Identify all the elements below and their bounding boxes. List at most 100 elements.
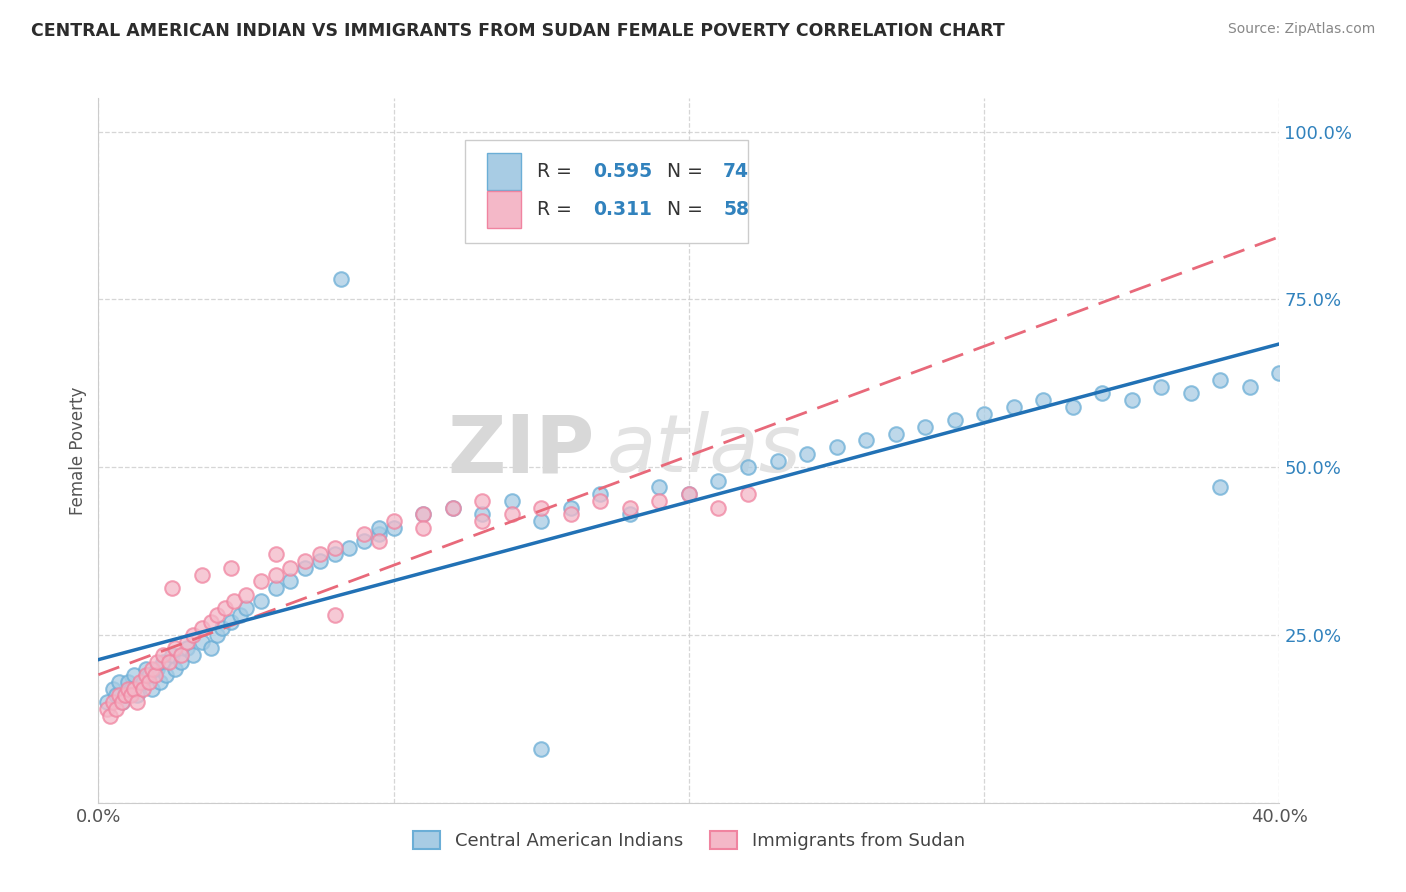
Point bbox=[135, 668, 157, 682]
Point bbox=[441, 500, 464, 515]
Point bbox=[1002, 400, 1025, 414]
Point bbox=[943, 413, 966, 427]
Point bbox=[105, 689, 128, 703]
Point bbox=[441, 500, 464, 515]
Text: atlas: atlas bbox=[606, 411, 801, 490]
Point bbox=[648, 480, 671, 494]
Point bbox=[128, 675, 150, 690]
Point bbox=[309, 548, 332, 562]
Point bbox=[1209, 373, 1232, 387]
Point bbox=[181, 648, 204, 662]
Point bbox=[117, 675, 139, 690]
Point bbox=[120, 681, 142, 696]
Point bbox=[170, 648, 193, 662]
Point bbox=[155, 668, 177, 682]
Point bbox=[368, 527, 391, 541]
Point bbox=[280, 574, 302, 589]
Text: 0.311: 0.311 bbox=[593, 200, 652, 219]
Point bbox=[191, 567, 214, 582]
Point bbox=[589, 493, 612, 508]
Text: N =: N = bbox=[666, 162, 709, 181]
Point bbox=[122, 681, 145, 696]
Point bbox=[132, 681, 155, 696]
Point bbox=[165, 662, 187, 676]
Point bbox=[471, 507, 494, 521]
Point bbox=[914, 420, 936, 434]
Point bbox=[96, 702, 118, 716]
Point bbox=[294, 554, 316, 568]
Point bbox=[1239, 380, 1261, 394]
Point bbox=[138, 675, 160, 690]
Point bbox=[471, 493, 494, 508]
Text: R =: R = bbox=[537, 200, 578, 219]
Point bbox=[329, 272, 352, 286]
Point bbox=[114, 689, 136, 703]
Point bbox=[165, 641, 187, 656]
Point bbox=[170, 655, 193, 669]
Point bbox=[152, 655, 174, 669]
Point bbox=[353, 527, 375, 541]
Point bbox=[884, 426, 907, 441]
Point bbox=[1150, 380, 1173, 394]
Point bbox=[141, 681, 163, 696]
Point bbox=[323, 548, 346, 562]
Point bbox=[103, 695, 125, 709]
Point bbox=[235, 601, 257, 615]
Point bbox=[280, 561, 302, 575]
Point bbox=[1180, 386, 1202, 401]
Text: ZIP: ZIP bbox=[447, 411, 595, 490]
Point bbox=[125, 695, 148, 709]
Text: 0.595: 0.595 bbox=[593, 162, 652, 181]
Point bbox=[205, 628, 228, 642]
Point bbox=[737, 460, 759, 475]
Point bbox=[98, 708, 121, 723]
Y-axis label: Female Poverty: Female Poverty bbox=[69, 386, 87, 515]
Point bbox=[146, 655, 169, 669]
Point bbox=[224, 594, 246, 608]
Point bbox=[678, 487, 700, 501]
Point bbox=[264, 548, 287, 562]
Point bbox=[1209, 480, 1232, 494]
Point bbox=[323, 541, 346, 555]
Text: N =: N = bbox=[666, 200, 709, 219]
Point bbox=[1032, 393, 1054, 408]
Point bbox=[200, 641, 222, 656]
Point bbox=[117, 681, 139, 696]
Point bbox=[152, 648, 174, 662]
Point bbox=[108, 675, 131, 690]
Point bbox=[229, 607, 252, 622]
Point bbox=[1062, 400, 1084, 414]
Point bbox=[235, 588, 257, 602]
Point bbox=[501, 493, 523, 508]
Point bbox=[125, 689, 148, 703]
Point bbox=[111, 695, 134, 709]
Point bbox=[176, 634, 198, 648]
Point bbox=[353, 534, 375, 549]
Point bbox=[132, 675, 155, 690]
Legend: Central American Indians, Immigrants from Sudan: Central American Indians, Immigrants fro… bbox=[406, 823, 972, 857]
Point bbox=[560, 500, 582, 515]
Point bbox=[973, 407, 995, 421]
Point bbox=[157, 655, 180, 669]
Point bbox=[707, 474, 730, 488]
Point bbox=[111, 695, 134, 709]
Point bbox=[120, 689, 142, 703]
Point bbox=[264, 567, 287, 582]
Point bbox=[96, 695, 118, 709]
Point bbox=[678, 487, 700, 501]
Text: Source: ZipAtlas.com: Source: ZipAtlas.com bbox=[1227, 22, 1375, 37]
Point bbox=[825, 440, 848, 454]
Point bbox=[530, 500, 553, 515]
Point bbox=[149, 675, 172, 690]
Point bbox=[323, 607, 346, 622]
Point bbox=[339, 541, 361, 555]
Point bbox=[412, 507, 434, 521]
Point bbox=[560, 507, 582, 521]
Point bbox=[1121, 393, 1143, 408]
Point bbox=[648, 493, 671, 508]
Point bbox=[530, 514, 553, 528]
Point bbox=[412, 507, 434, 521]
Point bbox=[138, 668, 160, 682]
Point bbox=[250, 574, 273, 589]
Point bbox=[176, 641, 198, 656]
